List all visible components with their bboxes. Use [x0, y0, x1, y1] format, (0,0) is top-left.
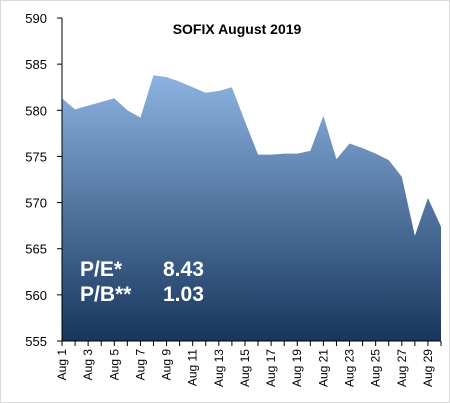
x-tick-label: Aug 23 — [343, 349, 357, 387]
x-tick-label: Aug 5 — [107, 349, 121, 381]
y-tick-label: 560 — [25, 288, 47, 303]
x-tick-label: Aug 29 — [421, 349, 435, 387]
x-tick-label: Aug 7 — [133, 349, 147, 381]
x-tick-label: Aug 25 — [369, 349, 383, 387]
x-tick-label: Aug 17 — [264, 349, 278, 387]
x-tick-label: Aug 13 — [212, 349, 226, 387]
area — [62, 75, 441, 342]
y-tick-label: 570 — [25, 196, 47, 211]
x-tick-label: Aug 15 — [238, 349, 252, 387]
y-tick-label: 585 — [25, 57, 47, 72]
annotation-value: 8.43 — [163, 258, 204, 281]
y-tick-label: 590 — [25, 11, 47, 26]
y-tick-label: 565 — [25, 242, 47, 257]
y-tick-label: 575 — [25, 149, 47, 164]
x-tick-label: Aug 19 — [290, 349, 304, 387]
x-tick-label: Aug 27 — [395, 349, 409, 387]
y-tick-label: 580 — [25, 103, 47, 118]
annotation-label: P/E* — [80, 258, 123, 281]
annotation-label: P/B** — [80, 283, 132, 306]
x-tick-label: Aug 9 — [160, 349, 174, 381]
y-tick-label: 555 — [25, 334, 47, 349]
chart-title: SOFIX August 2019 — [173, 21, 302, 37]
x-tick-label: Aug 3 — [81, 349, 95, 381]
x-tick-label: Aug 1 — [55, 349, 69, 381]
x-tick-label: Aug 11 — [186, 349, 200, 386]
x-tick-label: Aug 21 — [316, 349, 330, 387]
annotation-value: 1.03 — [163, 283, 204, 306]
